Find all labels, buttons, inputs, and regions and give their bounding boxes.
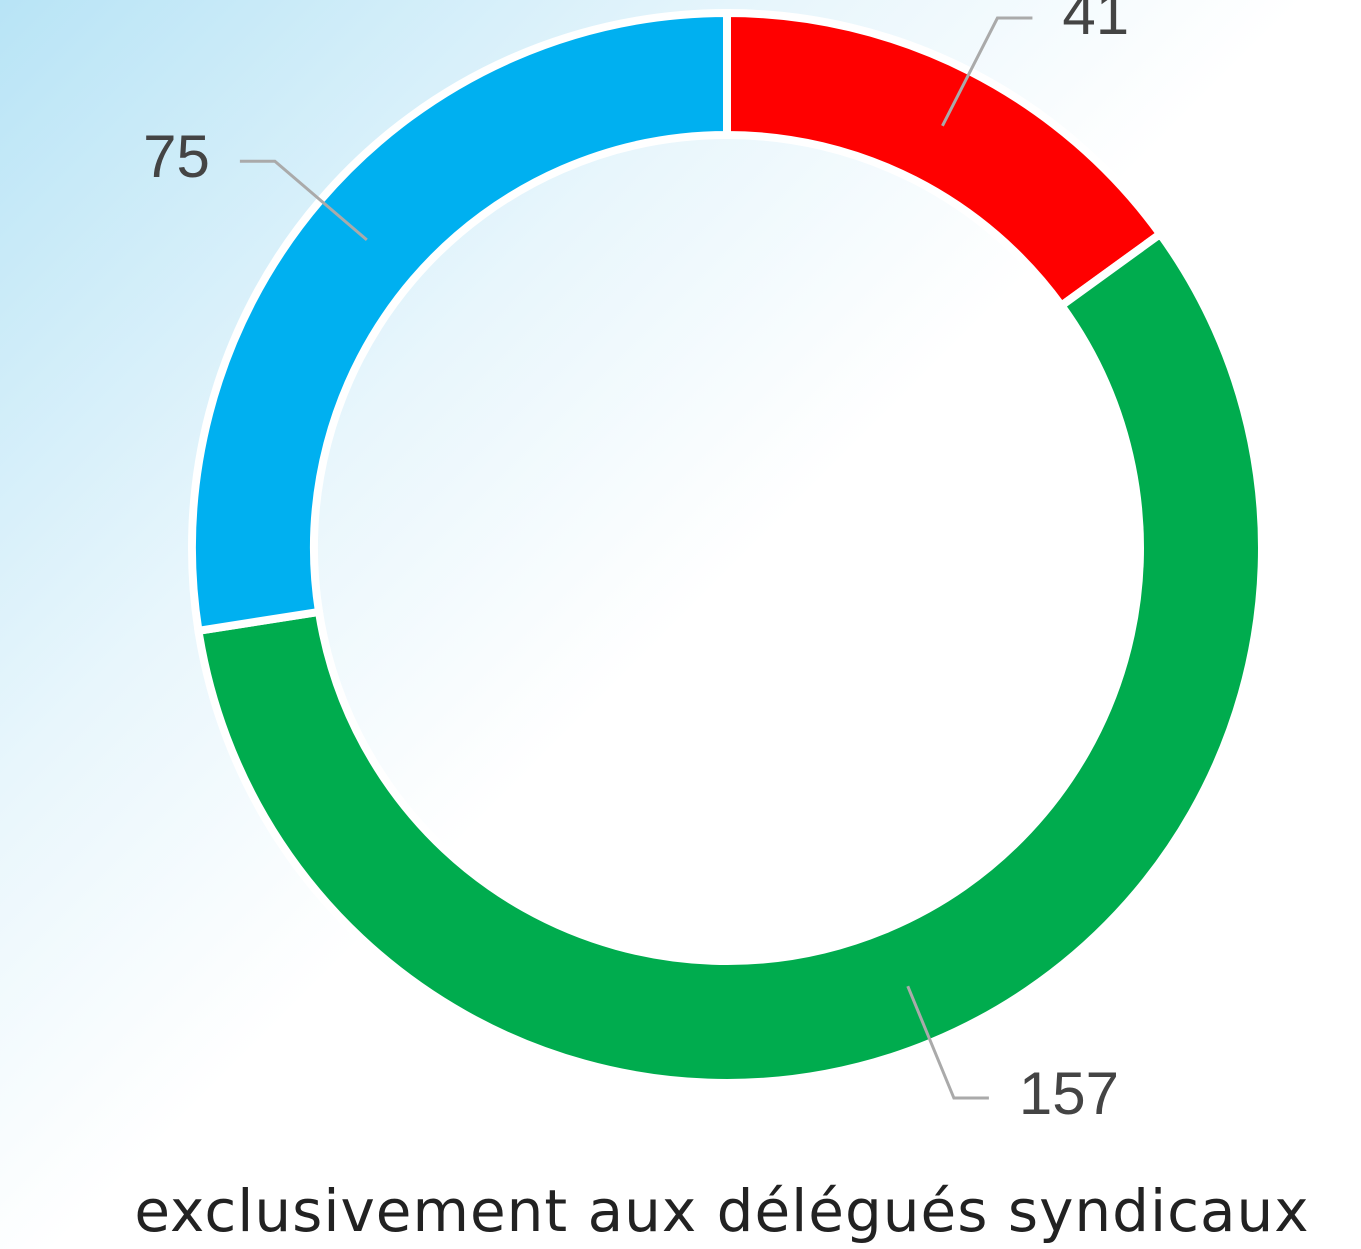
chart-title: exclusivement aux délégués syndicaux	[134, 1177, 1309, 1245]
data-label: 157	[1019, 1060, 1119, 1127]
slice	[193, 228, 1266, 1087]
leader-line	[239, 159, 368, 241]
data-label: 41	[1062, 0, 1129, 47]
data-label: 75	[143, 123, 210, 190]
slice	[188, 8, 731, 636]
slice	[723, 8, 1166, 312]
leader-line	[906, 985, 989, 1100]
leader-line	[941, 16, 1033, 127]
